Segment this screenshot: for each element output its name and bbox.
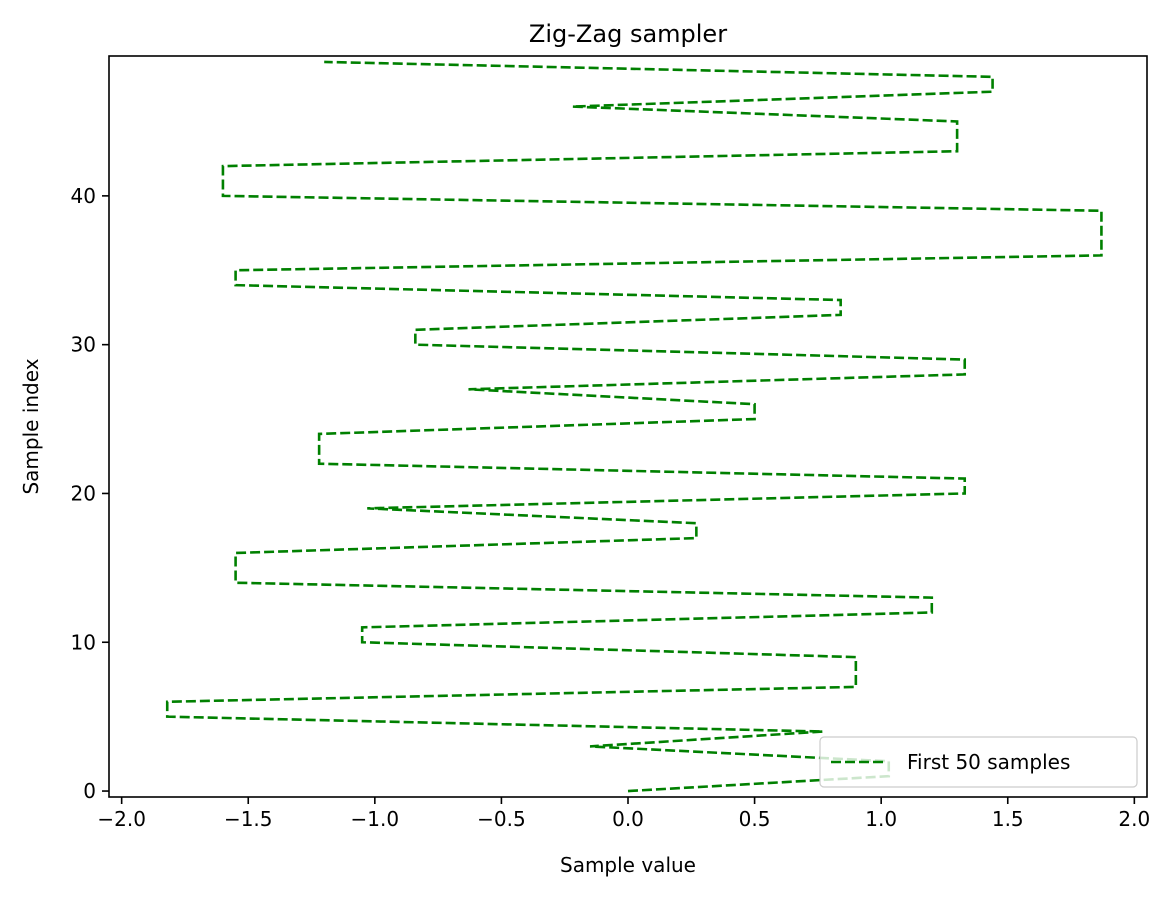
y-tick-label: 30 xyxy=(71,333,96,357)
x-tick-label: 1.5 xyxy=(992,807,1024,831)
legend: First 50 samples xyxy=(819,736,1138,788)
legend-entry-label: First 50 samples xyxy=(907,750,1070,774)
x-tick-label: −1.5 xyxy=(224,807,273,831)
x-tick-label: 0.0 xyxy=(612,807,644,831)
y-tick-label: 20 xyxy=(71,481,96,505)
x-axis: −2.0 −1.5 −1.0 −0.5 0.0 0.5 1.0 1.5 2.0 xyxy=(97,797,1150,831)
x-tick-label: −2.0 xyxy=(97,807,146,831)
x-tick-label: 0.5 xyxy=(739,807,771,831)
x-tick-label: 1.0 xyxy=(865,807,897,831)
series-layer xyxy=(165,60,1103,793)
y-axis: 0 10 20 30 40 xyxy=(71,184,109,803)
y-tick-label: 40 xyxy=(71,184,96,208)
x-tick-label: −1.0 xyxy=(351,807,400,831)
legend-box xyxy=(819,736,1138,788)
series-line-0 xyxy=(165,60,1103,793)
plot-background xyxy=(109,56,1147,797)
chart-title: Zig-Zag sampler xyxy=(529,20,727,48)
y-tick-label: 0 xyxy=(83,779,96,803)
x-tick-label: 2.0 xyxy=(1118,807,1150,831)
y-axis-label: Sample index xyxy=(19,358,43,494)
y-tick-label: 10 xyxy=(71,630,96,654)
x-tick-label: −0.5 xyxy=(477,807,526,831)
plot-area xyxy=(108,55,1148,798)
x-axis-label: Sample value xyxy=(560,853,696,877)
